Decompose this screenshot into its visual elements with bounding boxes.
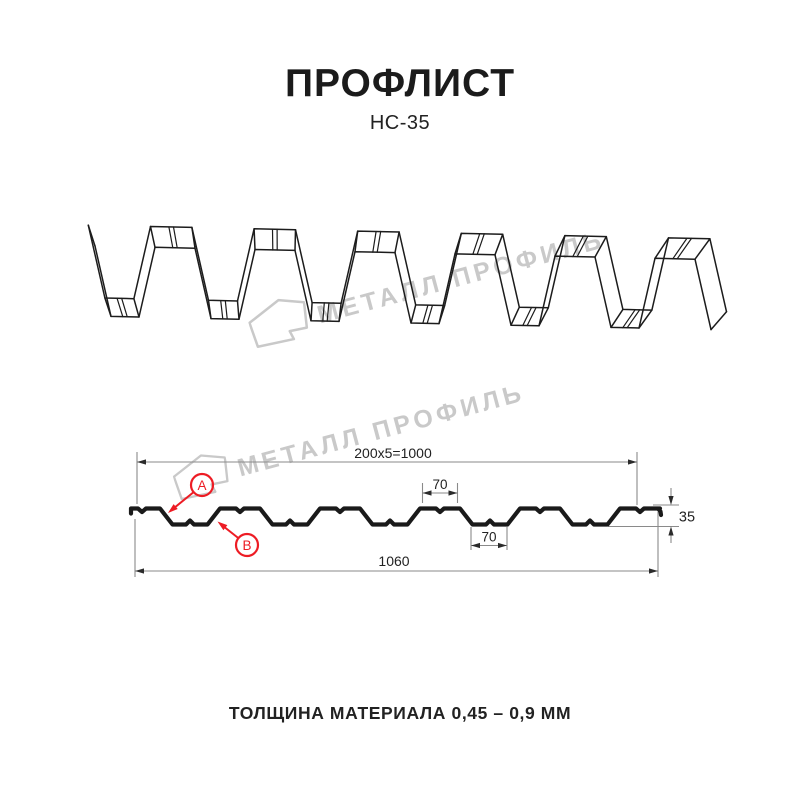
header: ПРОФЛИСТ НС-35 xyxy=(0,0,800,135)
dimension-labels: 200x5=1000 70 70 1060 35 xyxy=(354,445,695,569)
stiffening-rib-line xyxy=(472,233,481,255)
callout-a-circle xyxy=(189,472,215,498)
callout-b-arrowhead xyxy=(217,521,228,531)
dim-arrowhead xyxy=(137,459,146,465)
fold-line xyxy=(694,238,711,260)
callout-b-circle xyxy=(234,532,260,558)
fold-line xyxy=(638,309,653,329)
stiffening-rib-line xyxy=(522,306,533,327)
dim-arrowhead xyxy=(471,542,480,549)
fold-line xyxy=(104,297,112,318)
fold-line xyxy=(354,230,359,253)
fold-line xyxy=(438,304,446,325)
dim-overall-width: 1060 xyxy=(378,553,409,569)
fold-line xyxy=(133,297,140,318)
dimension-lines xyxy=(134,452,679,577)
stiffening-rib-line xyxy=(422,304,429,324)
profile-cross-section xyxy=(128,506,664,527)
metall-profil-logo-icon xyxy=(248,298,309,348)
dim-arrowhead xyxy=(448,490,458,496)
dim-profile-height: 35 xyxy=(679,510,695,526)
thickness-note: ТОЛЩИНА МАТЕРИАЛА 0,45 – 0,9 ММ xyxy=(228,703,572,723)
point-annotations: A B xyxy=(189,472,260,558)
callout-a-label: A xyxy=(197,478,206,493)
stiffening-rib-line xyxy=(372,230,377,253)
cross-section-outline xyxy=(128,506,664,527)
stiffening-rib-line xyxy=(526,306,537,327)
stiffening-rib-line xyxy=(376,230,382,253)
fold-line xyxy=(554,234,566,257)
stiffening-rib-line xyxy=(224,300,228,320)
fold-line xyxy=(538,307,550,327)
fold-line xyxy=(207,299,212,320)
profile-3d-view xyxy=(87,224,728,331)
fold-line xyxy=(454,232,463,255)
stiffening-rib-line xyxy=(622,309,636,329)
fold-line xyxy=(87,224,96,247)
fold-line xyxy=(594,235,608,258)
dim-arrowhead xyxy=(668,526,674,536)
fold-line xyxy=(494,233,504,256)
fold-line xyxy=(394,231,400,254)
stiffening-rib-line xyxy=(676,237,693,260)
fold-line xyxy=(338,302,342,323)
product-code: НС-35 xyxy=(369,111,431,134)
stiffening-rib-line xyxy=(172,226,178,249)
profile-3d-far-edge xyxy=(87,224,728,313)
fold-line xyxy=(149,225,156,249)
fold-line xyxy=(294,228,297,252)
dim-arrowhead xyxy=(422,490,432,496)
watermark-upper: МЕТАЛЛ ПРОФИЛЬ xyxy=(244,212,609,351)
dim-module-width: 200x5=1000 xyxy=(354,445,432,461)
callout-b-label: B xyxy=(242,538,251,553)
fold-line xyxy=(710,310,728,331)
dim-arrowhead xyxy=(498,542,507,549)
dim-arrowhead xyxy=(628,459,637,465)
fold-line xyxy=(410,304,417,324)
fold-line xyxy=(510,306,521,326)
fold-line xyxy=(253,228,256,251)
stiffening-rib-line xyxy=(426,304,434,324)
fold-line xyxy=(654,237,670,260)
stiffening-rib-line xyxy=(116,297,124,318)
stiffening-rib-line xyxy=(476,233,485,255)
stiffening-rib-line xyxy=(672,237,688,260)
stiffening-rib-line xyxy=(121,297,128,318)
callout-a-arrowhead xyxy=(168,504,178,513)
stiffening-rib-line xyxy=(626,309,641,329)
dim-arrowhead xyxy=(668,496,674,505)
fold-line xyxy=(191,226,196,249)
stiffening-rib-line xyxy=(576,235,589,258)
stiffening-rib-line xyxy=(220,300,224,320)
dim-arrowhead xyxy=(135,568,144,574)
stiffening-rib-line xyxy=(572,235,584,258)
profile-3d-near-edge xyxy=(94,245,712,331)
stiffening-rib-line xyxy=(322,302,325,322)
dim-arrowhead xyxy=(649,568,658,574)
footer: ТОЛЩИНА МАТЕРИАЛА 0,45 – 0,9 ММ xyxy=(0,703,800,724)
dim-crest-width: 70 xyxy=(432,477,447,492)
stiffening-rib-line xyxy=(168,226,174,249)
stiffening-rib-line xyxy=(326,302,330,322)
fold-line xyxy=(236,300,240,320)
dim-valley-width: 70 xyxy=(481,530,496,545)
fold-line xyxy=(610,308,624,329)
fold-line xyxy=(310,301,313,322)
page-title: ПРОФЛИСТ xyxy=(284,62,516,105)
